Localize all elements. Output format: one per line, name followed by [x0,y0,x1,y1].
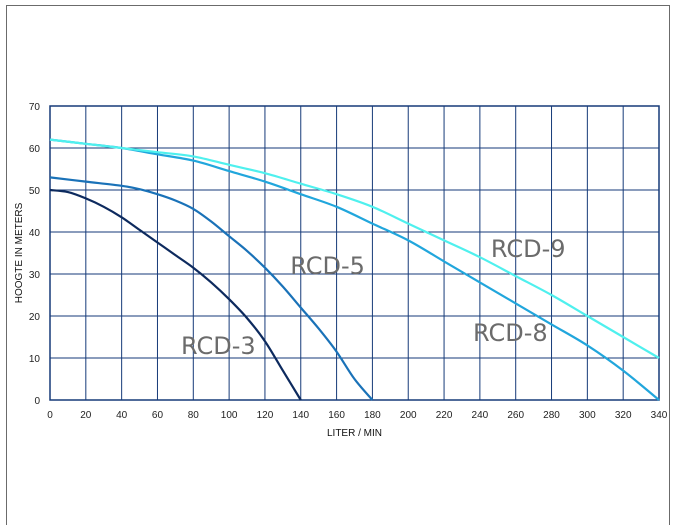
curve-label-rcd-8: RCD-8 [473,319,548,347]
y-tick-label: 40 [29,228,41,239]
x-tick-label: 260 [507,410,524,421]
x-tick-label: 220 [436,410,453,421]
x-tick-label: 180 [364,410,381,421]
y-tick-label: 20 [29,312,41,323]
series-line-rcd-8 [49,138,660,401]
series-line-rcd-5 [49,176,374,401]
x-tick-label: 60 [152,410,164,421]
curve-label-rcd-5: RCD-5 [290,252,365,280]
series-line-rcd-9 [49,138,660,359]
x-tick-label: 240 [472,410,489,421]
grid [49,105,660,401]
x-tick-label: 140 [292,410,309,421]
y-tick-label: 10 [29,354,41,365]
curve-labels: RCD-3 RCD-5 RCD-8 RCD-9 [181,235,566,360]
curve-label-rcd-9: RCD-9 [491,235,566,263]
x-axis-label: LITER / MIN [327,428,382,439]
y-tick-label: 60 [29,144,41,155]
x-tick-label: 340 [651,410,668,421]
x-tick-label: 300 [579,410,596,421]
curve-label-rcd-3: RCD-3 [181,332,256,360]
x-tick-label: 80 [188,410,200,421]
y-tick-label: 70 [29,102,41,113]
x-tick-label: 120 [257,410,274,421]
x-tick-label: 0 [47,410,53,421]
x-tick-label: 320 [615,410,632,421]
x-tick-label: 20 [80,410,92,421]
series-group [49,138,660,401]
y-tick-labels: 0 10 20 30 40 50 60 70 [29,102,41,407]
x-tick-label: 40 [116,410,128,421]
y-tick-label: 30 [29,270,41,281]
chart-frame [6,5,670,525]
x-tick-label: 160 [328,410,345,421]
y-tick-label: 50 [29,186,41,197]
series-line-rcd-3 [49,188,302,401]
x-tick-label: 200 [400,410,417,421]
x-tick-labels: 0 20 40 60 80 100 120 140 160 180 200 220 240 260 280 3… [47,410,668,421]
y-tick-label: 0 [34,396,40,407]
x-tick-label: 280 [543,410,560,421]
x-tick-label: 100 [221,410,238,421]
y-axis-label: HOOGTE IN METERS [14,202,25,303]
